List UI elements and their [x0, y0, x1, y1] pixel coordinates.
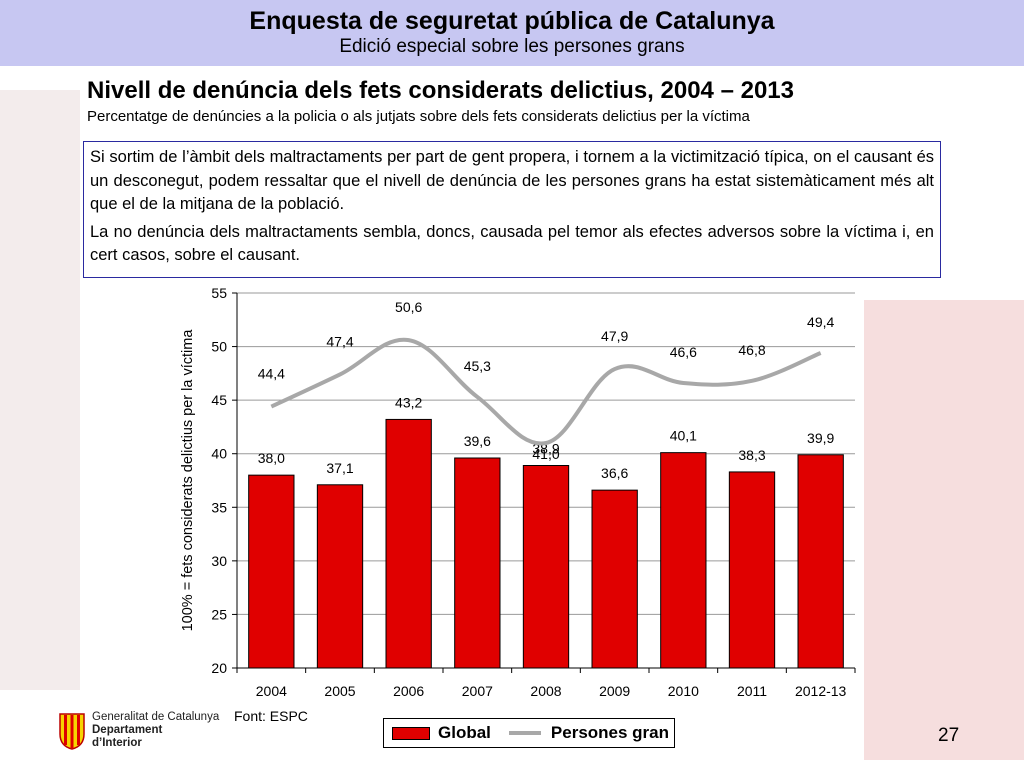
- legend-swatch-persones-gran: [508, 731, 541, 735]
- x-tick-label: 2012-13: [795, 683, 847, 699]
- logo-text: Generalitat de Catalunya Departament d’I…: [92, 711, 219, 750]
- bar-data-label: 38,3: [738, 447, 765, 463]
- page-number: 27: [938, 725, 960, 746]
- chart-legend: Global Persones gran: [383, 718, 675, 748]
- generalitat-logo: Generalitat de Catalunya Departament d’I…: [58, 711, 219, 750]
- line-data-label: 49,4: [807, 314, 834, 330]
- bar-data-label: 39,6: [464, 433, 491, 449]
- bar-global: [728, 471, 776, 669]
- line-data-label: 41,0: [532, 446, 559, 462]
- legend-swatch-global: [392, 726, 430, 740]
- legend-label-persones-gran: Persones gran: [550, 723, 670, 742]
- bar-global: [248, 474, 295, 669]
- bar-global: [454, 457, 501, 669]
- y-tick-label: 20: [211, 660, 227, 676]
- y-tick-label: 55: [211, 285, 227, 301]
- chart-subtitle: Percentatge de denúncies a la policia o …: [87, 108, 750, 125]
- y-tick-label: 25: [211, 606, 227, 622]
- legend-label-global: Global: [438, 723, 491, 742]
- x-tick-label: 2006: [393, 683, 424, 699]
- header-banner: Enquesta de seguretat pública de Catalun…: [0, 0, 1024, 66]
- line-data-label: 44,4: [258, 366, 285, 382]
- bar-global: [660, 452, 707, 669]
- bar-data-label: 36,6: [601, 465, 628, 481]
- y-axis-title: 100% = fets considerats delictius per la…: [180, 329, 196, 632]
- y-tick-label: 50: [211, 339, 227, 355]
- x-tick-label: 2004: [256, 683, 287, 699]
- bar-global: [522, 465, 570, 669]
- bar-data-label: 43,2: [395, 394, 422, 410]
- line-data-label: 46,8: [738, 342, 765, 358]
- x-tick-label: 2009: [599, 683, 630, 699]
- bar-global: [591, 489, 638, 669]
- bar-data-label: 38,0: [258, 450, 285, 466]
- logo-line-1: Generalitat de Catalunya: [92, 711, 220, 723]
- y-tick-label: 40: [211, 446, 227, 462]
- bar-global: [385, 418, 432, 669]
- logo-line-3: d’Interior: [92, 737, 142, 749]
- page-title: Enquesta de seguretat pública de Catalun…: [249, 7, 775, 35]
- line-data-label: 46,6: [670, 344, 697, 360]
- line-data-label: 47,9: [601, 328, 628, 344]
- y-tick-label: 30: [211, 553, 227, 569]
- x-tick-label: 2005: [324, 683, 355, 699]
- line-data-label: 47,4: [326, 333, 353, 349]
- chart-title: Nivell de denúncia dels fets considerats…: [87, 77, 794, 104]
- x-tick-label: 2010: [668, 683, 699, 699]
- page-subtitle: Edició especial sobre les persones grans: [339, 36, 685, 57]
- bar-data-label: 40,1: [670, 428, 697, 444]
- line-persones-gran: [270, 337, 822, 446]
- line-data-label: 50,6: [395, 299, 422, 315]
- x-tick-label: 2008: [530, 683, 561, 699]
- y-tick-label: 35: [211, 499, 227, 515]
- commentary-paragraph: La no denúncia dels maltractaments sembl…: [90, 222, 934, 265]
- bar-data-label: 37,1: [326, 460, 353, 476]
- catalan-crest-icon: [59, 712, 85, 750]
- bar-global: [797, 454, 844, 669]
- y-tick-label: 45: [211, 392, 227, 408]
- line-data-label: 45,3: [464, 358, 491, 374]
- commentary-box: Si sortim de l’àmbit dels maltractaments…: [83, 141, 941, 278]
- x-tick-label: 2007: [462, 683, 493, 699]
- bar-global: [316, 484, 364, 669]
- source-note: Font: ESPC: [234, 708, 308, 724]
- x-tick-label: 2011: [737, 683, 767, 699]
- logo-line-2: Departament: [92, 724, 163, 736]
- bar-data-label: 39,9: [807, 430, 834, 446]
- commentary-paragraph: Si sortim de l’àmbit dels maltractaments…: [90, 148, 934, 213]
